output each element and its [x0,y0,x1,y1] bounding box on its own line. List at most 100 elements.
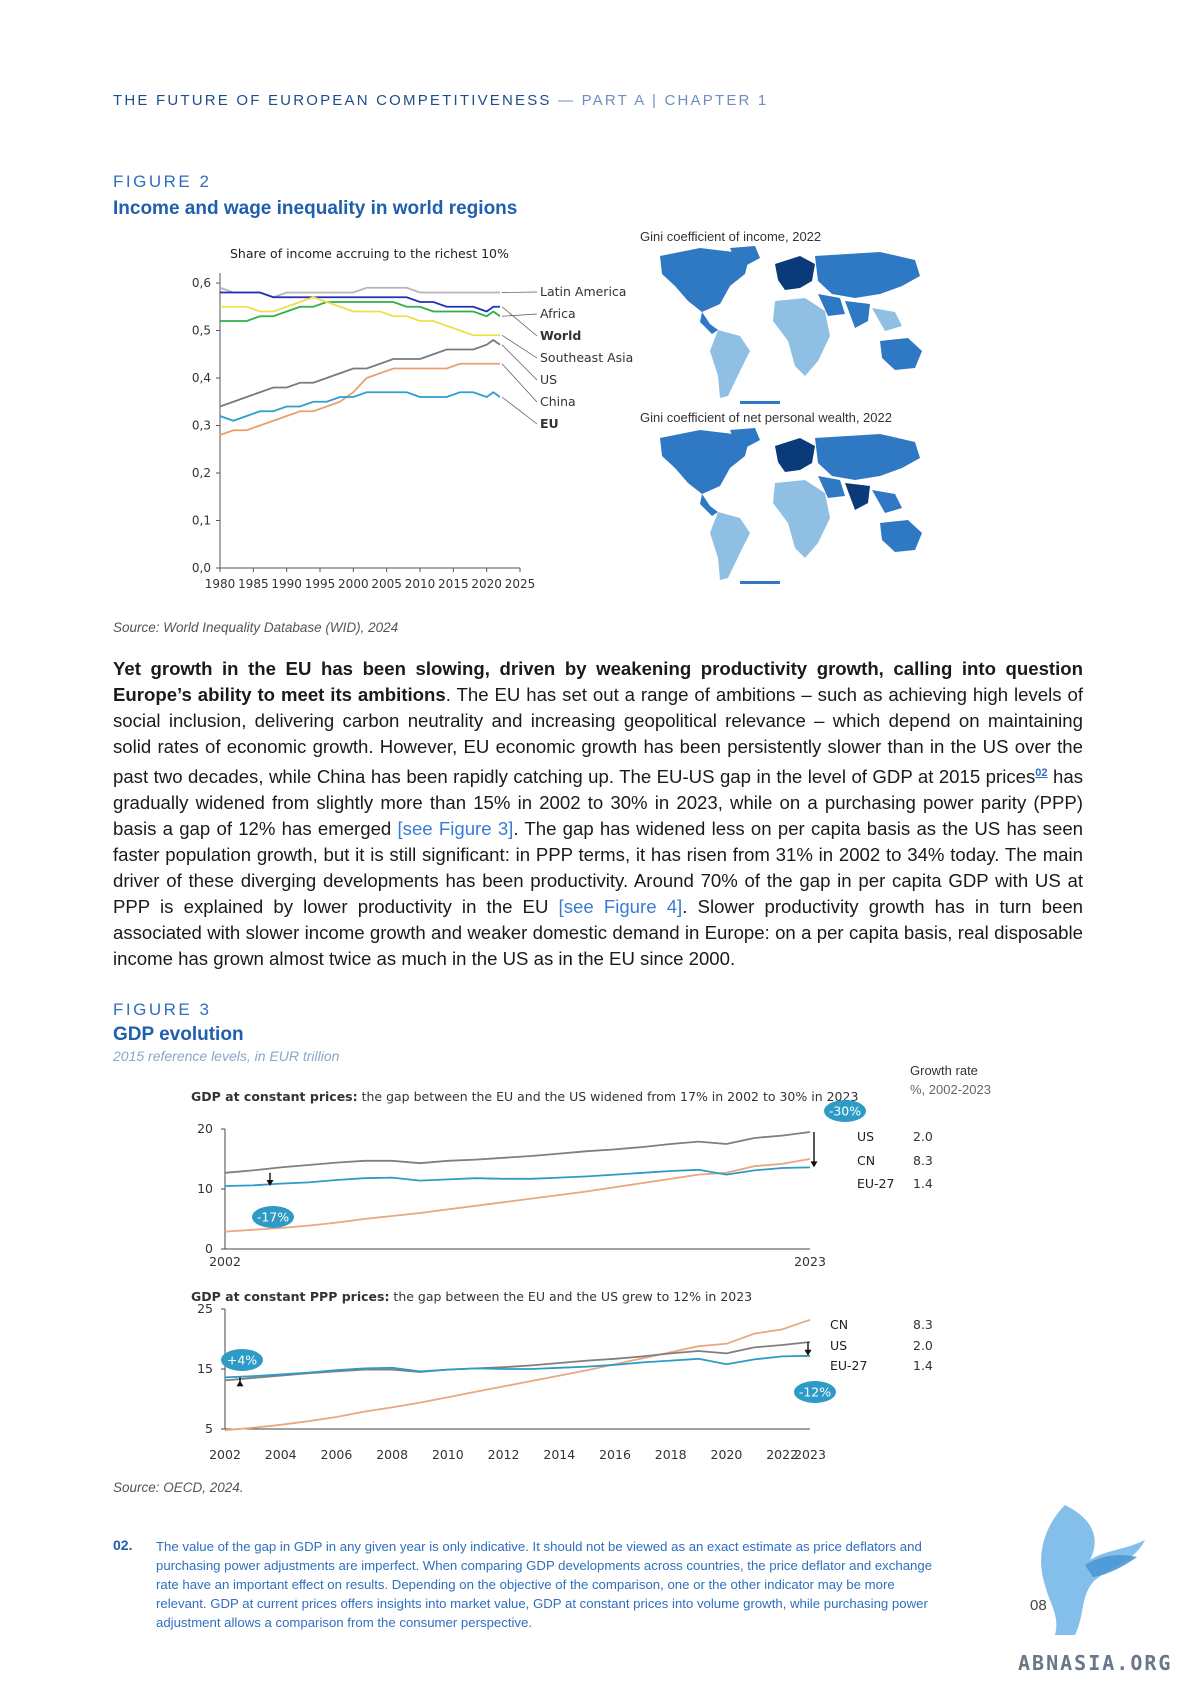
map2-south-asia [845,483,870,510]
series-line-us [219,338,501,408]
map1-central-america [700,312,718,334]
x-tick-label: 2020 [471,577,502,591]
map1-north-america [660,248,750,312]
legend-label-southeast-asia: Southeast Asia [540,350,633,365]
growth-rate-us: 2.0 [913,1338,933,1353]
series-line-eu-27 [224,1166,811,1187]
map2-title: Gini coefficient of net personal wealth,… [640,410,892,425]
map1-middle-east [818,294,845,316]
legend-label-latin-america: Latin America [540,284,626,299]
legend-leader-latin-america [501,291,538,293]
y-tick-label: 25 [197,1301,213,1316]
y-tick-label: 20 [197,1121,213,1136]
series-line-china [219,362,500,436]
x-tick-label: 2014 [543,1447,575,1462]
growth-rate-cn: 8.3 [913,1153,933,1168]
gap-arrow-head [810,1161,818,1168]
map1-south-asia [845,301,870,328]
legend-label-africa: Africa [540,306,576,321]
footnote-number: 02. [113,1537,133,1553]
x-tick-label: 2005 [371,577,402,591]
body-lead: Yet growth in the EU has been slowing, d… [113,658,1083,705]
x-tick-label: 2023 [794,1447,826,1462]
series-line-us [224,1341,811,1382]
x-tick-label: 2023 [794,1254,826,1269]
gap-bubble-label: -30% [829,1104,861,1119]
footnote-02: 02. The value of the gap in GDP in any g… [113,1537,943,1632]
gap-bubble-label: -17% [257,1210,289,1225]
header-title: THE FUTURE OF EUROPEAN COMPETITIVENESS [113,92,552,109]
watermark-text: ABNASIA.ORG [1018,1651,1173,1675]
chart-title: GDP at constant PPP prices: the gap betw… [191,1289,752,1304]
body-part2: has gradually widened from slightly more… [113,766,1083,840]
x-tick-label: 2012 [488,1447,520,1462]
figure3-label: FIGURE 3 [113,1000,212,1019]
x-tick-label: 2010 [405,577,436,591]
x-tick-label: 2018 [655,1447,687,1462]
header-separator: — [551,92,582,109]
y-tick-label: 0,2 [192,466,211,480]
figure3-title: GDP evolution [113,1024,244,1045]
y-tick-label: 0,3 [192,419,211,433]
map1-legend [740,401,780,404]
legend-leader-africa [501,313,538,317]
page-number: 08 [1030,1597,1047,1614]
figure2-source: Source: World Inequality Database (WID),… [113,620,399,635]
see-figure-4-link[interactable]: [see Figure 4] [558,896,683,918]
series-label-eu-27: EU-27 [830,1358,867,1373]
series-label-us: US [830,1338,847,1353]
growth-rate-subheader: %, 2002-2023 [910,1082,991,1097]
series-line-eu [219,391,501,422]
series-line-cn [224,1158,811,1233]
series-line-world [220,291,500,313]
map2-southeast-asia [872,490,902,513]
growth-rate-us: 2.0 [913,1129,933,1144]
legend-label-china: China [540,394,576,409]
see-figure-3-link[interactable]: [see Figure 3] [397,818,514,840]
gap-bubble [794,1381,836,1403]
body-part3: . The gap has widened less on per capita… [113,818,1083,918]
x-tick-label: 2000 [338,577,369,591]
map2-central-america [700,494,718,516]
x-tick-label: 2015 [438,577,469,591]
gap-bubble [221,1349,263,1371]
y-tick-label: 0,0 [192,561,211,575]
y-tick-label: 0 [205,1241,213,1256]
x-tick-label: 2025 [505,577,536,591]
x-tick-label: 2002 [209,1447,241,1462]
x-tick-label: 1990 [271,577,302,591]
legend-label-us: US [540,372,557,387]
x-tick-label: 2004 [265,1447,297,1462]
y-tick-label: 0,6 [192,276,211,290]
chart-title: Share of income accruing to the richest … [230,246,509,261]
x-tick-label: 2022 [766,1447,798,1462]
griffin-logo-icon [1041,1505,1145,1635]
x-tick-label: 2010 [432,1447,464,1462]
growth-rate-eu-27: 1.4 [913,1176,933,1191]
y-tick-label: 0,1 [192,514,211,528]
gap-arrow-head [266,1180,274,1186]
chart-title: GDP at constant prices: the gap between … [191,1089,858,1104]
x-tick-label: 2002 [209,1254,241,1269]
map1-europe [775,256,815,290]
figure2-label: FIGURE 2 [113,172,212,191]
legend-label-eu: EU [540,416,559,431]
series-line-us [224,1131,811,1174]
x-tick-label: 2020 [711,1447,743,1462]
footnote-ref-02[interactable]: 02 [1035,767,1048,779]
growth-rate-eu-27: 1.4 [913,1358,933,1373]
inequality-line-chart: Share of income accruing to the richest … [192,246,633,591]
legend-leader-eu [501,396,538,425]
legend-leader-southeast-asia [501,334,538,359]
map1-greenland [730,246,760,266]
x-tick-label: 2006 [321,1447,353,1462]
figure3-source: Source: OECD, 2024. [113,1480,244,1495]
map1-africa [773,298,830,376]
map1-southeast-asia [872,308,902,331]
y-tick-label: 5 [205,1421,213,1436]
legend-leader-us [501,344,538,381]
header-part: PART A | CHAPTER 1 [581,92,769,109]
map2-middle-east [818,476,845,498]
x-tick-label: 1995 [305,577,336,591]
map2-greenland [730,428,760,448]
